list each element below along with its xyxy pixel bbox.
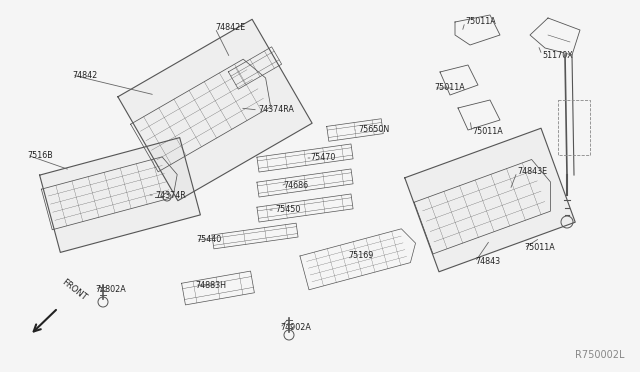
Text: 74802A: 74802A xyxy=(95,285,125,295)
Text: 75650N: 75650N xyxy=(358,125,389,135)
Polygon shape xyxy=(118,19,312,201)
Text: 74374R: 74374R xyxy=(155,190,186,199)
Text: 74686: 74686 xyxy=(283,180,308,189)
Text: R750002L: R750002L xyxy=(575,350,625,360)
Text: 51170X: 51170X xyxy=(542,51,573,60)
Text: 74843E: 74843E xyxy=(517,167,547,176)
Text: 74842E: 74842E xyxy=(215,23,245,32)
Text: 74842: 74842 xyxy=(72,71,97,80)
Text: 74374RA: 74374RA xyxy=(258,106,294,115)
Text: 75450: 75450 xyxy=(275,205,300,215)
Text: 75470: 75470 xyxy=(310,154,335,163)
Text: FRONT: FRONT xyxy=(60,277,88,302)
Text: 75440: 75440 xyxy=(196,235,221,244)
Text: 74902A: 74902A xyxy=(280,324,311,333)
Text: 74883H: 74883H xyxy=(195,280,226,289)
Text: 75011A: 75011A xyxy=(465,17,496,26)
Text: 75169: 75169 xyxy=(348,250,373,260)
Text: 74843: 74843 xyxy=(475,257,500,266)
Polygon shape xyxy=(404,128,575,272)
Text: 75011A: 75011A xyxy=(472,128,503,137)
Text: 7516B: 7516B xyxy=(27,151,52,160)
Polygon shape xyxy=(40,138,200,252)
Text: 75011A: 75011A xyxy=(524,244,555,253)
Text: 75011A: 75011A xyxy=(434,83,465,93)
